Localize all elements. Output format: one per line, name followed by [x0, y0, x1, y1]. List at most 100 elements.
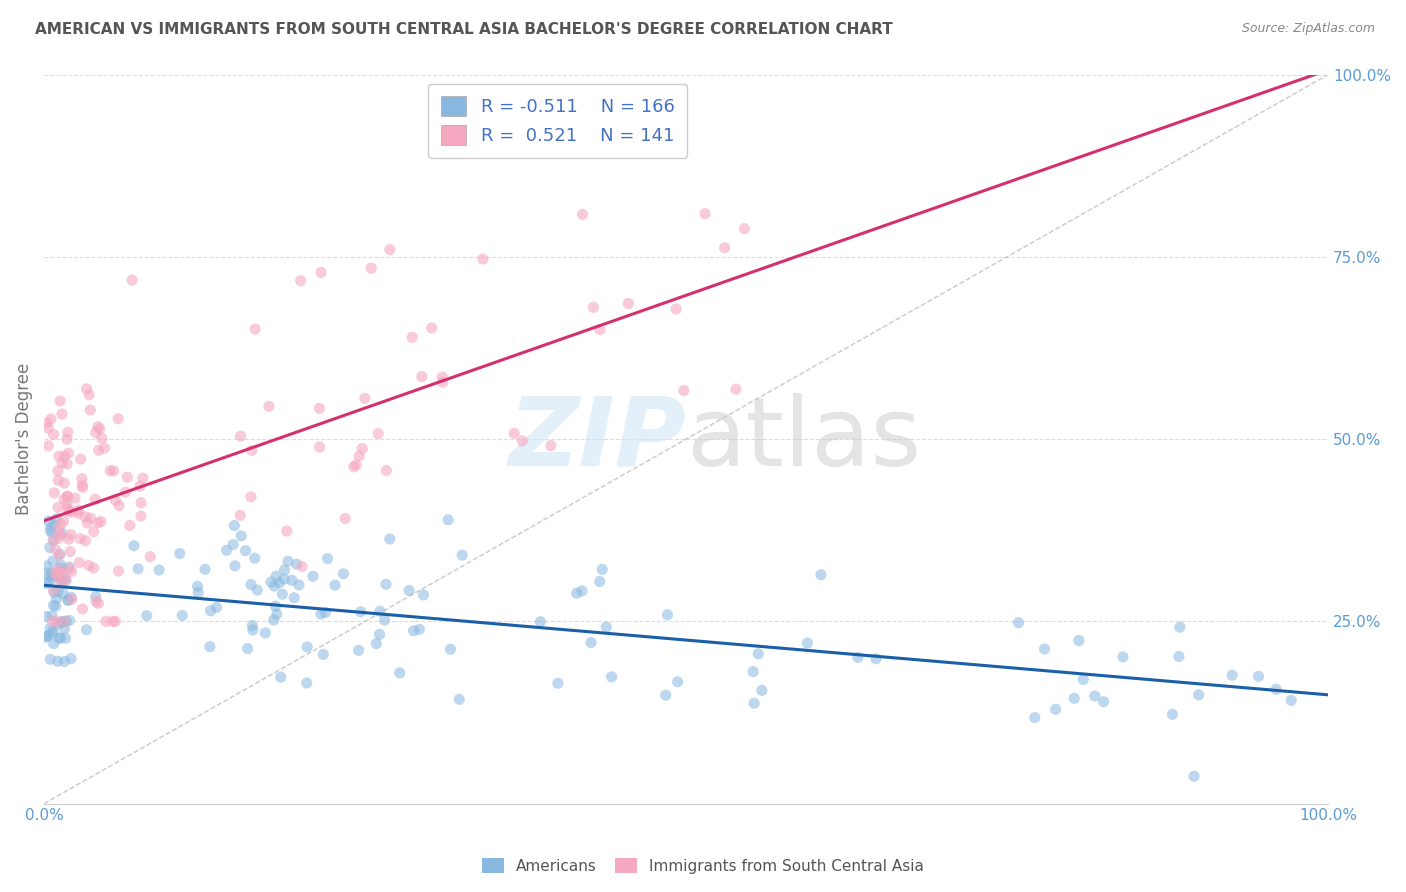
Point	[1188, 688, 1211, 702]
Point	[49, 558, 72, 573]
Point	[215, 543, 238, 558]
Point	[39, 520, 62, 534]
Point	[108, 499, 131, 513]
Point	[231, 529, 253, 543]
Point	[42, 533, 65, 547]
Point	[1167, 649, 1189, 664]
Point	[200, 604, 222, 618]
Point	[295, 640, 318, 654]
Point	[246, 583, 269, 598]
Point	[42, 517, 65, 532]
Point	[41, 525, 63, 540]
Point	[865, 651, 887, 665]
Point	[352, 442, 374, 456]
Point	[713, 241, 735, 255]
Point	[39, 412, 62, 426]
Point	[46, 654, 69, 668]
Point	[316, 551, 339, 566]
Point	[59, 544, 82, 558]
Point	[42, 624, 65, 638]
Point	[273, 572, 295, 586]
Point	[48, 632, 70, 646]
Point	[41, 615, 63, 629]
Point	[77, 388, 100, 402]
Point	[540, 439, 562, 453]
Point	[51, 615, 73, 629]
Point	[104, 615, 127, 629]
Point	[600, 670, 623, 684]
Point	[240, 443, 263, 458]
Point	[37, 421, 59, 435]
Point	[437, 513, 460, 527]
Point	[260, 575, 283, 590]
Point	[1112, 649, 1135, 664]
Point	[58, 533, 80, 547]
Point	[375, 463, 398, 477]
Point	[56, 501, 79, 516]
Point	[579, 635, 602, 649]
Point	[571, 583, 593, 598]
Point	[79, 511, 101, 525]
Point	[595, 620, 617, 634]
Point	[56, 593, 79, 607]
Legend: Americans, Immigrants from South Central Asia: Americans, Immigrants from South Central…	[477, 852, 929, 880]
Point	[58, 446, 80, 460]
Point	[796, 636, 818, 650]
Point	[169, 546, 191, 560]
Point	[118, 518, 141, 533]
Point	[510, 434, 533, 448]
Point	[42, 566, 65, 581]
Point	[263, 613, 285, 627]
Point	[1067, 633, 1090, 648]
Point	[239, 490, 262, 504]
Point	[35, 576, 58, 591]
Point	[449, 692, 471, 706]
Point	[45, 512, 67, 526]
Point	[46, 464, 69, 478]
Point	[63, 491, 86, 505]
Point	[1168, 620, 1191, 634]
Point	[35, 630, 58, 644]
Point	[432, 375, 454, 389]
Point	[375, 577, 398, 591]
Point	[49, 566, 72, 580]
Point	[42, 599, 65, 613]
Point	[114, 485, 136, 500]
Point	[591, 562, 613, 576]
Point	[37, 514, 59, 528]
Point	[309, 265, 332, 279]
Point	[59, 527, 82, 541]
Point	[41, 608, 63, 623]
Point	[368, 604, 391, 618]
Point	[44, 486, 66, 500]
Point	[121, 273, 143, 287]
Point	[368, 627, 391, 641]
Point	[56, 432, 79, 446]
Point	[283, 591, 305, 605]
Point	[53, 622, 76, 636]
Point	[724, 382, 747, 396]
Point	[49, 547, 72, 561]
Point	[84, 590, 107, 604]
Point	[408, 623, 430, 637]
Point	[312, 648, 335, 662]
Point	[52, 492, 75, 507]
Point	[39, 621, 62, 635]
Point	[733, 221, 755, 235]
Point	[589, 574, 612, 589]
Point	[343, 459, 366, 474]
Point	[367, 426, 389, 441]
Point	[56, 425, 79, 440]
Point	[75, 509, 97, 524]
Point	[1220, 668, 1243, 682]
Point	[172, 608, 194, 623]
Point	[388, 665, 411, 680]
Point	[48, 549, 70, 563]
Point	[270, 670, 292, 684]
Point	[51, 566, 73, 581]
Point	[1092, 695, 1115, 709]
Point	[79, 403, 101, 417]
Point	[67, 503, 90, 517]
Point	[56, 457, 79, 471]
Point	[129, 509, 152, 524]
